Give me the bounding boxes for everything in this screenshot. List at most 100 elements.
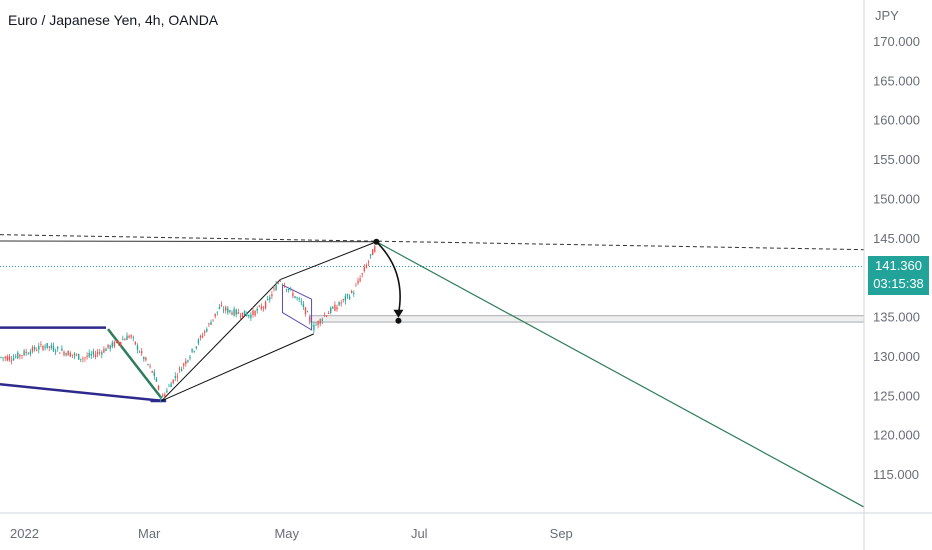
candle-body (199, 336, 202, 338)
candle-body (195, 346, 197, 349)
candle-body (271, 294, 273, 297)
candle-body (250, 314, 252, 319)
candle-body (365, 265, 368, 268)
candle-body (21, 355, 23, 357)
candle-body (86, 355, 88, 357)
candle-body (145, 357, 147, 361)
candle-body (92, 351, 95, 355)
candle-body (283, 285, 286, 288)
current-price-badge: 141.360 03:15:38 (868, 256, 929, 295)
candle-body (159, 396, 162, 399)
drawings-layer (0, 234, 865, 508)
candle-body (170, 383, 172, 388)
candle-body (321, 319, 323, 321)
candle-body (75, 354, 78, 356)
candle-body (319, 319, 321, 324)
candle-body (78, 353, 80, 360)
candle-body (220, 305, 223, 307)
y-tick-label: 170.000 (873, 34, 920, 49)
candle-body (304, 307, 307, 315)
candle-body (246, 313, 248, 317)
candle-body (338, 301, 340, 306)
candle-body (277, 283, 279, 285)
candle-body (96, 352, 99, 355)
candle-body (225, 307, 227, 311)
candle-body (311, 325, 313, 327)
candle-body (40, 344, 42, 346)
candle-body (88, 352, 90, 357)
candle-body (151, 370, 153, 373)
candle-body (267, 298, 269, 301)
candle-body (50, 344, 53, 348)
candle-body (256, 308, 258, 311)
candle-body (189, 356, 191, 359)
candle-body (138, 351, 141, 353)
candle-body (115, 340, 118, 343)
candle-body (336, 307, 338, 310)
pattern-line (280, 241, 377, 281)
candle-body (290, 288, 292, 290)
candle-body (67, 350, 69, 356)
target-point (395, 317, 402, 324)
impulse-down-line (107, 328, 163, 400)
candle-body (252, 310, 254, 316)
candle-body (8, 356, 11, 360)
candle-body (174, 376, 176, 378)
candle-body (25, 351, 27, 354)
candle-body (0, 357, 2, 358)
resistance-dashed-line (0, 234, 865, 251)
candle-body (46, 343, 48, 348)
candle-body (178, 368, 181, 370)
candle-body (243, 310, 246, 316)
candle-body (132, 337, 134, 338)
support-zone (309, 315, 865, 323)
candle-body (327, 313, 330, 315)
candle-body (36, 350, 38, 352)
candle-body (162, 395, 164, 397)
time-axis[interactable]: 2022 Mar May Jul Sep (0, 512, 932, 541)
candle-body (126, 335, 128, 340)
candle-body (269, 297, 271, 300)
candle-body (73, 353, 76, 356)
candle-body (90, 354, 92, 356)
candle-body (12, 357, 15, 361)
candle-body (218, 307, 221, 310)
flag-pattern (281, 284, 313, 331)
x-tick-label: 2022 (10, 526, 39, 541)
candle-body (113, 341, 116, 347)
candle-body (260, 306, 263, 310)
candle-body (204, 331, 206, 333)
candle-body (48, 346, 50, 348)
candle-body (147, 364, 149, 365)
candle-body (180, 369, 183, 372)
candle-body (279, 280, 281, 282)
candle-body (285, 289, 288, 290)
candle-body (191, 348, 193, 352)
candle-body (306, 311, 309, 313)
candle-body (155, 378, 158, 382)
candle-body (237, 312, 239, 314)
candle-body (59, 352, 61, 354)
candle-body (63, 351, 65, 355)
candle-body (258, 305, 260, 307)
candle-body (42, 346, 44, 350)
candle-body (19, 354, 21, 357)
candle-body (239, 315, 242, 317)
candle-body (183, 363, 185, 366)
candle-body (111, 342, 113, 347)
candle-body (214, 313, 216, 317)
candle-body (330, 307, 332, 313)
candle-body (201, 335, 204, 338)
candle-body (57, 346, 59, 349)
candle-body (27, 353, 29, 355)
bar-countdown: 03:15:38 (873, 276, 924, 291)
candle-body (82, 358, 84, 360)
candle-body (33, 347, 36, 350)
candle-body (210, 322, 212, 325)
candle-body (273, 288, 275, 290)
candle-body (31, 346, 34, 352)
candle-body (346, 294, 349, 297)
y-tick-label: 160.000 (873, 113, 920, 128)
y-tick-label: 165.000 (873, 73, 920, 88)
